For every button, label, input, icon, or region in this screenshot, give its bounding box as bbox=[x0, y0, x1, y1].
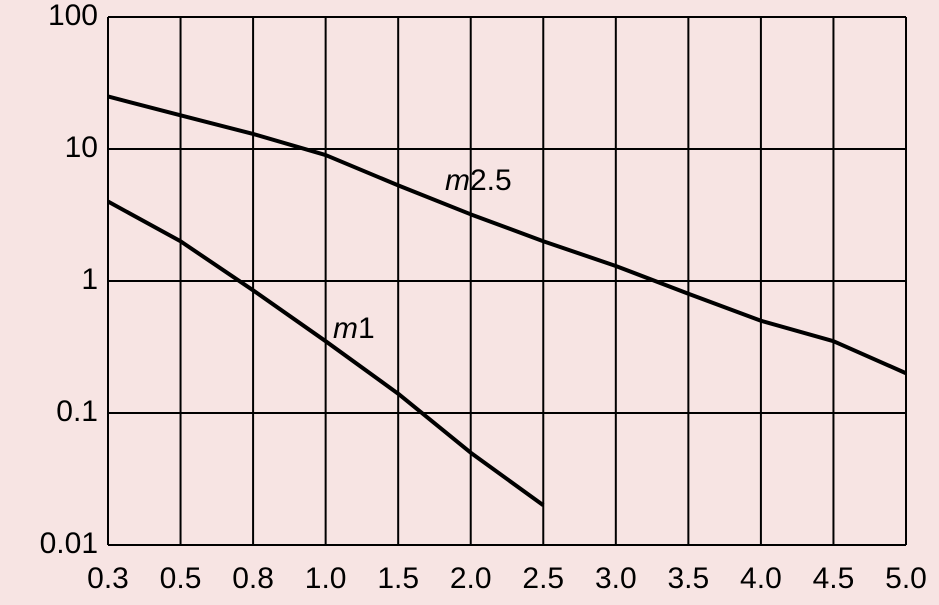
x-tick-label: 0.5 bbox=[160, 562, 202, 595]
y-tick-label: 0.1 bbox=[56, 395, 98, 428]
y-tick-label: 10 bbox=[65, 131, 98, 164]
x-tick-label: 2.0 bbox=[450, 562, 492, 595]
x-tick-label: 3.0 bbox=[595, 562, 637, 595]
x-tick-label: 4.5 bbox=[813, 562, 855, 595]
series-label: m1 bbox=[333, 312, 375, 345]
x-tick-label: 1.0 bbox=[305, 562, 347, 595]
x-tick-label: 2.5 bbox=[522, 562, 564, 595]
x-tick-label: 3.5 bbox=[668, 562, 710, 595]
series-line bbox=[107, 94, 907, 376]
y-tick-label: 0.01 bbox=[40, 527, 98, 560]
x-tick-label: 4.0 bbox=[740, 562, 782, 595]
y-tick-label: 1 bbox=[81, 263, 98, 296]
series-label: m2.5 bbox=[445, 164, 512, 197]
x-tick-label: 0.3 bbox=[87, 562, 129, 595]
x-tick-label: 1.5 bbox=[377, 562, 419, 595]
x-tick-label: 5.0 bbox=[885, 562, 927, 595]
x-tick-label: 0.8 bbox=[232, 562, 274, 595]
y-tick-label: 100 bbox=[48, 0, 98, 32]
series-line bbox=[107, 199, 545, 507]
